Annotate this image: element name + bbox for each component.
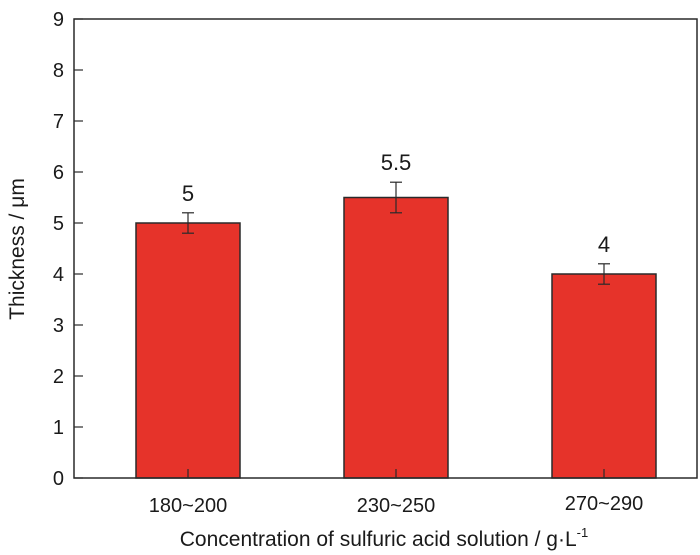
x-tick-label: 270~290 <box>565 493 643 515</box>
data-label: 4 <box>598 232 610 257</box>
bar-230~250 <box>343 196 449 479</box>
y-tick-label: 4 <box>53 264 64 286</box>
y-tick-label: 7 <box>53 111 64 133</box>
data-label: 5.5 <box>381 150 412 175</box>
plot-frame <box>73 18 698 479</box>
y-tick-label: 0 <box>53 468 64 490</box>
x-tick-label: 230~250 <box>357 495 435 517</box>
x-axis-title-text: Concentration of sulfuric acid solution … <box>180 528 577 551</box>
bar-270~290 <box>551 273 657 479</box>
y-tick-label: 2 <box>53 366 64 388</box>
y-tick-label: 3 <box>53 315 64 337</box>
y-tick-label: 8 <box>53 60 64 82</box>
x-axis-title-superscript: -1 <box>577 525 589 540</box>
y-tick-label: 5 <box>53 213 64 235</box>
y-axis-title: Thickness / μm <box>6 178 29 320</box>
x-tick-label: 180~200 <box>149 495 227 517</box>
data-label: 5 <box>182 181 194 206</box>
y-tick-label: 6 <box>53 162 64 184</box>
bar-180~200 <box>135 222 241 479</box>
x-axis-title: Concentration of sulfuric acid solution … <box>180 525 588 551</box>
y-tick-label: 9 <box>53 9 64 31</box>
y-tick-label: 1 <box>53 417 64 439</box>
